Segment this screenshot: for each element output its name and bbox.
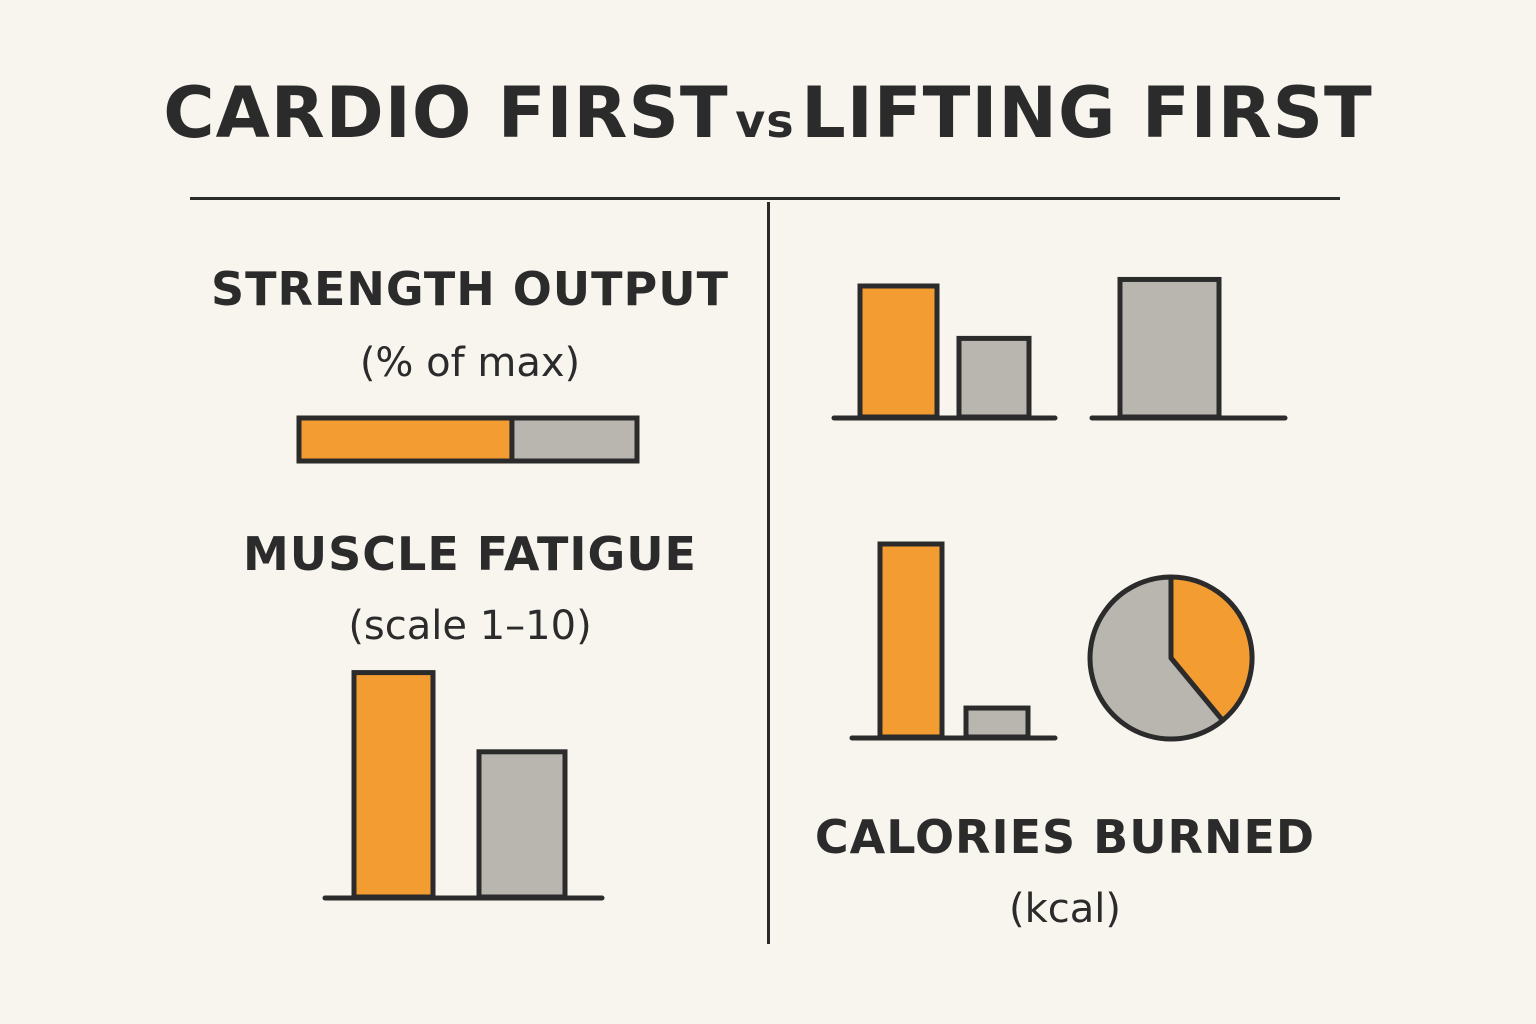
title-connector: vs <box>735 94 795 148</box>
strength-output-segment-2 <box>509 415 640 464</box>
calories-burned-unit: (kcal) <box>1009 886 1121 932</box>
top-right-bars-a-bar-2 <box>956 335 1032 420</box>
muscle-fatigue-unit: (scale 1–10) <box>348 603 592 649</box>
strength-output-title: STRENGTH OUTPUT <box>211 262 729 316</box>
calories-burned-title: CALORIES BURNED <box>814 810 1316 864</box>
top-right-bars-a-bar-1 <box>857 283 940 420</box>
strength-output-segment-1 <box>296 415 515 464</box>
strength-output-unit: (% of max) <box>359 340 581 386</box>
calories-pie-slice-1 <box>1168 574 1255 723</box>
title-right: LIFTING FIRST <box>801 72 1373 154</box>
column-divider <box>767 202 770 944</box>
calories-pie-slice-2 <box>1087 574 1226 742</box>
title-left: CARDIO FIRST <box>163 72 729 154</box>
calories-bars-bar-1 <box>877 541 945 740</box>
title-divider <box>190 197 1340 200</box>
muscle-fatigue-title: MUSCLE FATIGUE <box>243 527 697 581</box>
muscle-fatigue-bar-2 <box>476 749 568 900</box>
page-title: CARDIO FIRST vs LIFTING FIRST <box>0 72 1536 154</box>
calories-bars-bar-2 <box>963 705 1031 740</box>
top-right-bars-b-bar-1 <box>1117 276 1222 420</box>
muscle-fatigue-bar-1 <box>351 670 436 900</box>
